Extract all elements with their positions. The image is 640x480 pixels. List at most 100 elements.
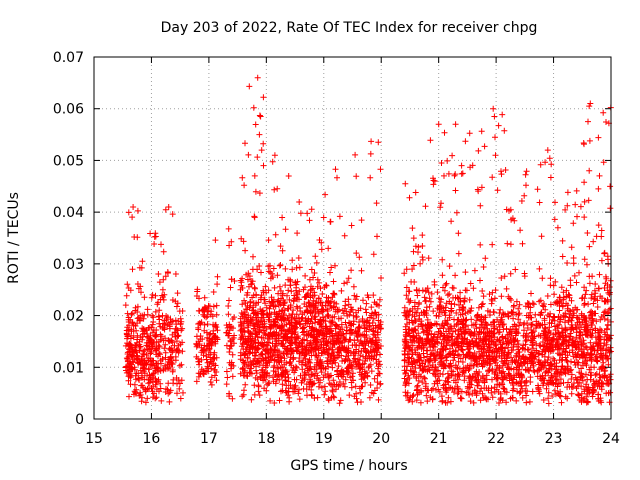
data-point [140, 365, 147, 372]
data-point [207, 311, 214, 318]
data-point [492, 134, 498, 141]
data-point [147, 358, 154, 365]
y-tick-label: 0.05 [53, 153, 84, 169]
data-point [139, 374, 146, 381]
data-point [241, 182, 248, 189]
data-point [412, 189, 419, 196]
x-tick-label: 15 [85, 431, 103, 447]
data-point [153, 347, 159, 354]
data-point [258, 374, 265, 381]
data-point [124, 310, 131, 317]
data-point [208, 365, 215, 372]
x-tick-label: 20 [372, 431, 390, 447]
data-point [545, 400, 552, 407]
data-point [581, 214, 588, 221]
data-point [277, 301, 284, 308]
data-point [174, 380, 180, 387]
data-point [128, 372, 135, 379]
data-point [607, 205, 614, 212]
data-point [276, 283, 283, 290]
data-point [143, 339, 150, 346]
data-point [243, 314, 249, 321]
data-point [131, 348, 138, 355]
data-point [577, 203, 584, 210]
x-tick-label: 19 [315, 431, 333, 447]
data-point [140, 315, 147, 322]
data-point [271, 152, 278, 159]
data-point [296, 386, 302, 393]
data-point [129, 353, 136, 359]
data-point [176, 385, 183, 392]
data-point [252, 188, 259, 195]
data-point [144, 395, 151, 402]
data-point [279, 381, 286, 388]
data-point [282, 226, 289, 233]
data-point [598, 257, 605, 264]
data-point [574, 213, 580, 220]
data-point [200, 370, 207, 377]
data-point [508, 297, 514, 303]
data-point [253, 363, 259, 370]
data-point [498, 293, 505, 300]
data-point [277, 243, 284, 250]
data-point [480, 264, 487, 270]
data-point [282, 377, 289, 384]
data-point [151, 341, 158, 347]
data-point [585, 301, 592, 308]
y-axis-label: ROTI / TECUs [6, 192, 22, 284]
data-point [128, 332, 134, 339]
data-point [204, 308, 211, 315]
data-point [548, 161, 555, 168]
data-point [534, 186, 541, 193]
data-point [471, 267, 478, 274]
data-point [238, 279, 245, 286]
data-point [425, 255, 432, 262]
data-point [453, 209, 460, 216]
data-point [285, 337, 291, 344]
data-point [162, 362, 169, 369]
data-point [241, 350, 248, 357]
data-point [311, 289, 318, 296]
data-point [208, 381, 215, 388]
data-point [203, 314, 210, 321]
data-point [173, 303, 180, 310]
data-point [265, 237, 272, 244]
data-point [341, 232, 348, 239]
data-point [523, 399, 530, 406]
data-point [276, 262, 283, 269]
data-point [206, 331, 213, 338]
data-point [256, 263, 263, 269]
data-point [478, 385, 485, 392]
data-point [179, 339, 186, 346]
data-point [424, 347, 431, 354]
data-point [247, 316, 254, 323]
data-point [490, 308, 497, 315]
data-point [451, 172, 458, 179]
data-point [431, 281, 438, 288]
data-point [244, 318, 251, 325]
data-point [489, 241, 496, 248]
data-point [475, 304, 482, 311]
data-point [239, 357, 246, 364]
data-point [492, 152, 499, 159]
data-point [546, 155, 553, 162]
data-point [276, 397, 283, 404]
data-point [565, 319, 572, 325]
data-point [125, 373, 132, 380]
data-point [194, 286, 201, 293]
data-point [130, 328, 137, 334]
data-point [582, 291, 589, 298]
data-point [452, 121, 459, 128]
data-point [327, 218, 334, 225]
data-point [422, 298, 429, 305]
data-point [172, 353, 179, 360]
data-point [244, 341, 251, 348]
data-point [408, 278, 415, 285]
data-point [253, 291, 260, 298]
data-point [315, 383, 322, 390]
data-point [289, 266, 296, 273]
data-point [127, 287, 134, 294]
data-point [586, 137, 593, 144]
data-point [313, 259, 320, 266]
data-point [497, 306, 504, 313]
